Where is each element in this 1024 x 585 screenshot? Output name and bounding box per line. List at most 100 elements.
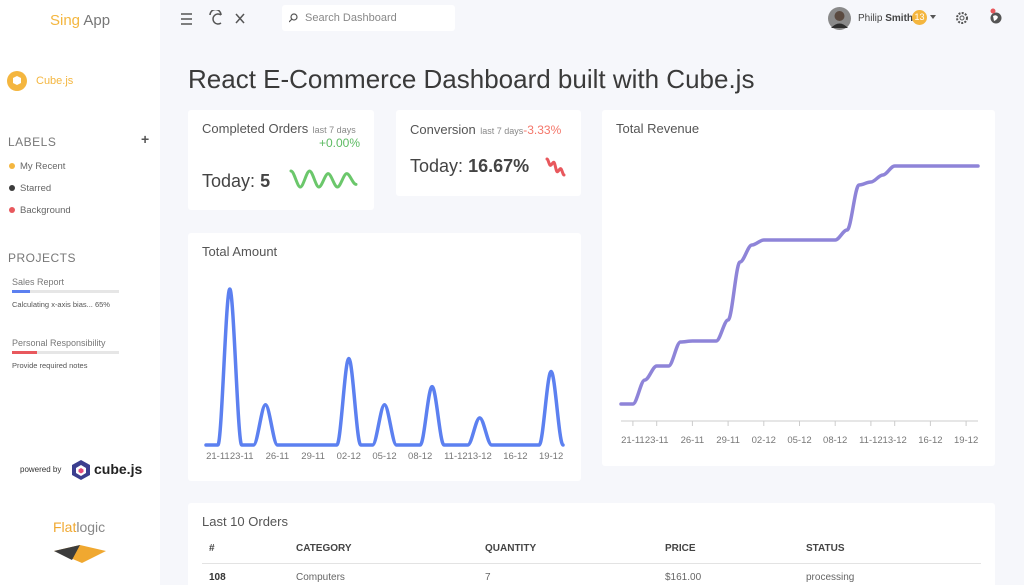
table-header: STATUS bbox=[806, 543, 845, 554]
x-tick-label: 23-11 bbox=[230, 451, 254, 462]
orders-table: # CATEGORY QUANTITY PRICE STATUS 108 Computers… bbox=[188, 503, 995, 585]
flatlogic: Flatlogic bbox=[53, 519, 105, 535]
x-tick-label: 21-11 bbox=[621, 435, 645, 446]
chart: 21-11 23-11 26-11 29-11 02-12 05-12 08-12 11-12… bbox=[619, 164, 980, 446]
x-tick-label: 08-12 bbox=[408, 451, 432, 462]
label-dot bbox=[9, 185, 15, 191]
x-tick-label: 19-12 bbox=[539, 451, 563, 462]
table-header: PRICE bbox=[665, 543, 696, 554]
card-today: Today: 5 bbox=[202, 171, 270, 192]
total-revenue-card: Total Revenue 21-11 23-11 26-11 29-11 02-12 0… bbox=[602, 110, 995, 466]
project-note: Provide required notes bbox=[12, 361, 88, 370]
today-value: 5 bbox=[260, 171, 271, 191]
caret[interactable] bbox=[929, 14, 937, 20]
user-last: Smith bbox=[885, 13, 914, 24]
flatlogic-a: Flat bbox=[53, 519, 77, 535]
sidebar: Sing App Cube.js LABELS + PROJECTS power… bbox=[0, 0, 160, 585]
card-change: -3.33% bbox=[523, 123, 562, 137]
header-icons[interactable] bbox=[178, 10, 253, 28]
cube-text: cube.js bbox=[94, 461, 143, 477]
x-tick-label: 23-11 bbox=[645, 435, 669, 446]
table-cell: 7 bbox=[485, 572, 491, 583]
conversion-card: Conversion last 7 days-3.33% Today: 16.6… bbox=[396, 110, 581, 196]
table-rule bbox=[202, 563, 981, 564]
progress-fill bbox=[12, 351, 37, 354]
line bbox=[289, 169, 358, 189]
user-first: Philip bbox=[858, 13, 883, 24]
nav-item[interactable]: Cube.js bbox=[36, 75, 74, 87]
card-title: Completed Orders bbox=[202, 121, 309, 136]
card-today: Today: 16.67% bbox=[410, 156, 529, 177]
x-tick-label: 16-12 bbox=[918, 435, 942, 446]
table-cell: Computers bbox=[296, 572, 345, 583]
x-tick-label: 08-12 bbox=[823, 435, 847, 446]
progress-track bbox=[12, 290, 119, 293]
project-name: Personal Responsibility bbox=[12, 338, 106, 348]
project-note: Calculating x-axis bias... 65% bbox=[12, 300, 110, 309]
table-title: Last 10 Orders bbox=[202, 514, 288, 529]
x-tick-label: 19-12 bbox=[954, 435, 978, 446]
line bbox=[619, 164, 980, 406]
search-box[interactable]: Search Dashboard bbox=[282, 5, 455, 31]
projects-heading: PROJECTS bbox=[8, 251, 77, 265]
x-tick-label: 02-12 bbox=[752, 435, 776, 446]
table-cell: processing bbox=[806, 572, 855, 583]
card-title: Total Revenue bbox=[616, 121, 700, 136]
brand-a: Sing bbox=[50, 12, 81, 29]
today-label: Today: bbox=[410, 156, 464, 176]
label-item[interactable]: My Recent bbox=[20, 161, 66, 172]
card-period: last 7 days bbox=[312, 125, 356, 135]
x-tick-label: 26-11 bbox=[266, 451, 290, 462]
x-tick-label: 16-12 bbox=[503, 451, 527, 462]
x-tick-label: 02-12 bbox=[337, 451, 361, 462]
x-tick-label: 13-12 bbox=[468, 451, 492, 462]
avatar[interactable] bbox=[828, 7, 851, 30]
card-change: +0.00% bbox=[318, 136, 360, 150]
cube-logo bbox=[72, 460, 90, 480]
card-period: last 7 days bbox=[480, 126, 524, 136]
progress-fill bbox=[12, 290, 31, 293]
card-head: Conversion last 7 days-3.33% bbox=[410, 121, 561, 139]
x-tick-label: 11-12 bbox=[859, 435, 883, 446]
table-cell: 108 bbox=[209, 572, 226, 583]
table-header: CATEGORY bbox=[296, 543, 352, 554]
card-title: Total Amount bbox=[202, 244, 278, 259]
flatlogic-logo bbox=[54, 545, 106, 563]
user-name[interactable]: Philip Smith bbox=[858, 13, 913, 24]
x-tick-label: 05-12 bbox=[372, 451, 396, 462]
search-icon bbox=[289, 13, 298, 23]
nav-icon bbox=[7, 71, 27, 91]
badge: 13 bbox=[912, 10, 927, 25]
search-placeholder: Search Dashboard bbox=[305, 12, 397, 24]
card-title: Conversion bbox=[410, 122, 476, 137]
progress-track bbox=[12, 351, 119, 354]
completed-orders-card: Completed Orders last 7 days +0.00% Toda… bbox=[188, 110, 374, 210]
x-tick-label: 26-11 bbox=[681, 435, 705, 446]
table-header: QUANTITY bbox=[485, 543, 537, 554]
label-dot bbox=[9, 207, 15, 213]
table-header: # bbox=[209, 543, 215, 554]
x-tick-label: 11-12 bbox=[444, 451, 468, 462]
settings-icon[interactable] bbox=[955, 11, 969, 25]
total-amount-card: Total Amount 21-11 23-11 26-11 29-11 02-12 05… bbox=[188, 233, 581, 481]
globe-icon[interactable] bbox=[989, 8, 1005, 25]
label-dot bbox=[9, 163, 15, 169]
flatlogic-b: logic bbox=[76, 519, 106, 535]
chart: 21-11 23-11 26-11 29-11 02-12 05-12 08-12 11-12… bbox=[204, 287, 565, 462]
x-tick-label: 21-11 bbox=[206, 451, 230, 462]
add-label[interactable]: + bbox=[141, 131, 150, 147]
x-tick-label: 05-12 bbox=[787, 435, 811, 446]
label-item[interactable]: Background bbox=[20, 205, 71, 216]
project-name: Sales Report bbox=[12, 277, 65, 287]
label-item[interactable]: Starred bbox=[20, 183, 52, 194]
table-cell: $161.00 bbox=[665, 572, 702, 583]
today-value: 16.67% bbox=[468, 156, 530, 176]
x-tick-label: 29-11 bbox=[716, 435, 740, 446]
sparkline bbox=[545, 157, 566, 177]
brand[interactable]: Sing App bbox=[50, 12, 110, 29]
brand-b: App bbox=[83, 12, 111, 29]
sparkline bbox=[289, 169, 358, 189]
today-label: Today: bbox=[202, 171, 256, 191]
line bbox=[204, 287, 565, 447]
powered-by: powered by bbox=[20, 465, 62, 474]
